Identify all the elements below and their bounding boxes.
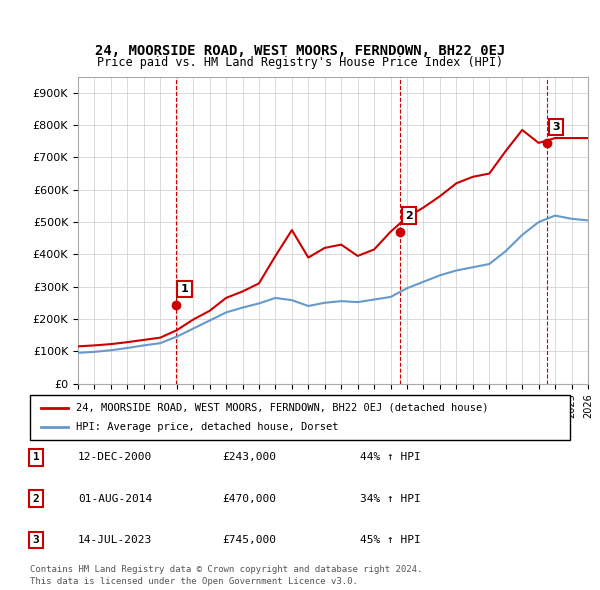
Text: HPI: Average price, detached house, Dorset: HPI: Average price, detached house, Dors… xyxy=(76,422,338,432)
Text: 14-JUL-2023: 14-JUL-2023 xyxy=(78,535,152,545)
Text: 44% ↑ HPI: 44% ↑ HPI xyxy=(360,453,421,462)
Text: 12-DEC-2000: 12-DEC-2000 xyxy=(78,453,152,462)
Text: Price paid vs. HM Land Registry's House Price Index (HPI): Price paid vs. HM Land Registry's House … xyxy=(97,56,503,69)
Text: £745,000: £745,000 xyxy=(222,535,276,545)
Text: 24, MOORSIDE ROAD, WEST MOORS, FERNDOWN, BH22 0EJ: 24, MOORSIDE ROAD, WEST MOORS, FERNDOWN,… xyxy=(95,44,505,58)
Text: 24, MOORSIDE ROAD, WEST MOORS, FERNDOWN, BH22 0EJ (detached house): 24, MOORSIDE ROAD, WEST MOORS, FERNDOWN,… xyxy=(76,403,488,412)
Text: 2: 2 xyxy=(405,211,413,221)
Text: £243,000: £243,000 xyxy=(222,453,276,462)
Text: Contains HM Land Registry data © Crown copyright and database right 2024.: Contains HM Land Registry data © Crown c… xyxy=(30,565,422,574)
Text: This data is licensed under the Open Government Licence v3.0.: This data is licensed under the Open Gov… xyxy=(30,576,358,586)
Text: 01-AUG-2014: 01-AUG-2014 xyxy=(78,494,152,503)
Text: 45% ↑ HPI: 45% ↑ HPI xyxy=(360,535,421,545)
Text: 2: 2 xyxy=(32,494,40,503)
Text: 34% ↑ HPI: 34% ↑ HPI xyxy=(360,494,421,503)
Text: £470,000: £470,000 xyxy=(222,494,276,503)
Text: 3: 3 xyxy=(552,122,560,132)
Text: 3: 3 xyxy=(32,535,40,545)
Text: 1: 1 xyxy=(181,284,188,294)
FancyBboxPatch shape xyxy=(30,395,570,440)
Text: 1: 1 xyxy=(32,453,40,462)
